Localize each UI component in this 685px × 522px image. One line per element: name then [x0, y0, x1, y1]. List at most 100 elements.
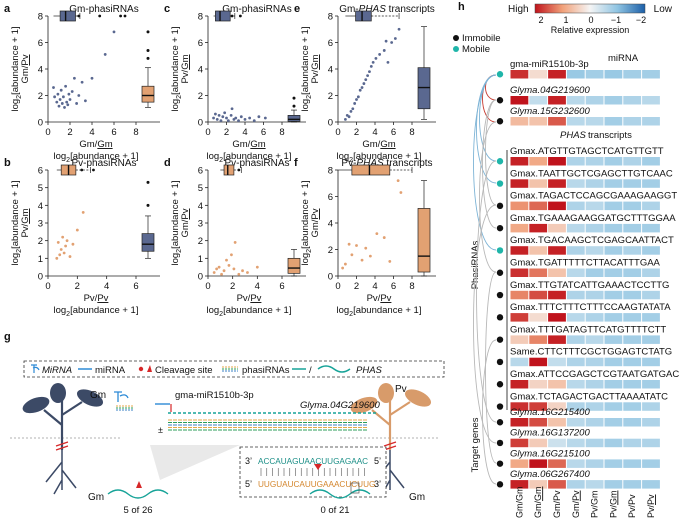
data-point — [239, 115, 243, 119]
log: log — [10, 253, 21, 266]
row-label: Gmax.ATTCCGAGCTCGTAATGATGAC — [510, 369, 679, 380]
regulation-arc — [482, 74, 497, 123]
legend-box: MiRNA miRNA Cleavage site phasiRNAs / PHAS — [23, 360, 445, 378]
mobile-dot — [496, 158, 504, 165]
heat-cell — [585, 357, 604, 367]
abund: [abundance + 1] — [170, 180, 181, 248]
col-den: Pv — [646, 494, 656, 505]
heat-cell — [604, 117, 623, 126]
x-tick-label: 8 — [409, 127, 414, 138]
data-point — [257, 115, 261, 119]
x-tick-label: 6 — [261, 127, 266, 138]
column-label: Gm/Pv — [552, 490, 562, 518]
col-den: Gm — [533, 487, 543, 502]
legend-phasirnas: phasiRNAs — [242, 365, 290, 376]
x-axis-label: Pv/Pv — [367, 293, 392, 304]
heat-cell — [566, 70, 585, 79]
y-axis-label: log2[abundance + 1] — [300, 26, 313, 111]
y-num: Pv/ — [20, 223, 31, 237]
data-point — [66, 103, 70, 107]
y-axis-label: log2[abundance + 1] — [10, 26, 23, 111]
heat-cell — [548, 223, 566, 233]
immobile-dot — [496, 224, 504, 232]
heat-cell — [566, 335, 585, 344]
heat-cell — [548, 380, 566, 389]
data-point — [341, 266, 345, 270]
log: log — [170, 99, 181, 112]
panel-letter: a — [4, 3, 11, 15]
data-point — [103, 53, 107, 56]
count-left: 5 of 26 — [123, 505, 152, 516]
data-point — [75, 228, 79, 232]
heat-cell — [623, 380, 642, 389]
heat-cell — [642, 70, 660, 79]
plant-gm — [22, 383, 104, 450]
data-point — [233, 241, 237, 244]
row-label: Glyma.16G215400 — [510, 407, 590, 418]
heat-cell — [623, 480, 642, 489]
y-tick-label: 2 — [328, 245, 333, 256]
column-label: Pv/Gm — [608, 490, 618, 518]
colorbar-tick: −1 — [611, 15, 621, 25]
y-tick-label: 2 — [38, 91, 43, 102]
data-point — [56, 92, 60, 96]
panel-title: Gm-phasiRNAs — [222, 4, 291, 15]
heat-cell — [529, 480, 548, 489]
legend-mirna: miRNA — [95, 365, 126, 376]
data-point — [246, 271, 249, 274]
y-axis-label-2: Gm/Pv — [180, 208, 191, 237]
panel-letter: c — [164, 3, 170, 15]
data-point — [221, 115, 225, 119]
data-point — [55, 256, 59, 260]
heat-cell — [510, 223, 529, 233]
heat-cell — [529, 290, 548, 300]
heat-cell — [604, 418, 623, 427]
y-tick-label: 0 — [198, 272, 203, 283]
outlier-point — [80, 168, 84, 172]
data-point — [230, 253, 233, 257]
mirna-header: miRNA — [608, 53, 639, 64]
heat-cell — [642, 201, 660, 211]
heat-cell — [604, 313, 623, 322]
heat-cell — [510, 380, 529, 389]
x-tick-label: 4 — [255, 281, 260, 292]
x-label-num: Gm/ — [79, 139, 97, 150]
heat-cell — [566, 96, 585, 105]
row-label: Same.CTTCTTTCGCTGGAGTCTATG — [510, 347, 672, 358]
row-label: gma-miR1510b-3p — [510, 59, 589, 70]
heat-cell — [585, 70, 604, 79]
row-label: Gmax.TTTGATAGTTCATGTTTTCTT — [510, 324, 666, 335]
heat-cell — [604, 223, 623, 233]
box-right — [287, 115, 301, 122]
box-top — [215, 10, 231, 22]
x-tick-label: 2 — [354, 127, 359, 138]
abund: [abundance + 1] — [300, 180, 311, 248]
heat-cell — [566, 402, 585, 411]
heat-cell — [510, 179, 529, 188]
heat-cell — [585, 418, 604, 427]
strand-sign: ± — [158, 425, 163, 435]
heat-cell — [585, 402, 604, 411]
heat-cell — [623, 313, 642, 322]
data-point — [65, 239, 69, 243]
data-point — [215, 117, 219, 121]
mirna-icon — [114, 391, 129, 402]
log: log — [300, 253, 311, 266]
heat-cell — [623, 357, 642, 367]
heat-cell — [642, 223, 660, 233]
box-right — [141, 85, 155, 103]
heat-cell — [510, 418, 529, 427]
heat-cell — [642, 117, 660, 126]
seq-top: ACCAUAGUAACUUGAGAAC — [258, 457, 368, 466]
data-point — [368, 70, 371, 74]
heat-cell — [566, 157, 585, 166]
data-point — [347, 242, 351, 246]
data-point — [243, 117, 247, 121]
column-label: Gm/Gm — [533, 487, 543, 519]
heat-cell — [585, 201, 604, 211]
x-tick-label: 4 — [372, 281, 377, 292]
immobile-dot — [496, 202, 504, 210]
x-tick-label: 4 — [242, 127, 247, 138]
x-label-den: Pv — [250, 293, 261, 304]
